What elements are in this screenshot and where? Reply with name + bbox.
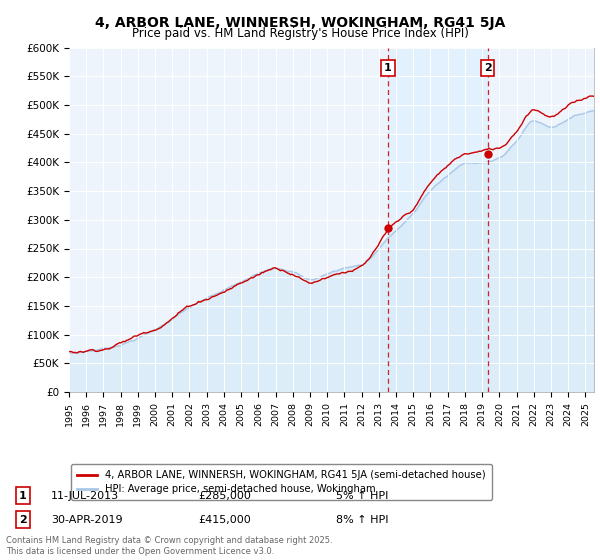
Text: 1: 1: [19, 491, 26, 501]
Bar: [388, 48, 488, 392]
Text: 5% ↑ HPI: 5% ↑ HPI: [336, 491, 388, 501]
Text: £415,000: £415,000: [198, 515, 251, 525]
Text: 11-JUL-2013: 11-JUL-2013: [51, 491, 119, 501]
Text: 2: 2: [484, 63, 491, 73]
Text: 8% ↑ HPI: 8% ↑ HPI: [336, 515, 389, 525]
Text: 1: 1: [384, 63, 392, 73]
Text: 30-APR-2019: 30-APR-2019: [51, 515, 122, 525]
Legend: 4, ARBOR LANE, WINNERSH, WOKINGHAM, RG41 5JA (semi-detached house), HPI: Average: 4, ARBOR LANE, WINNERSH, WOKINGHAM, RG41…: [71, 464, 492, 500]
Text: £285,000: £285,000: [198, 491, 251, 501]
Text: Contains HM Land Registry data © Crown copyright and database right 2025.
This d: Contains HM Land Registry data © Crown c…: [6, 536, 332, 556]
Text: 2: 2: [19, 515, 26, 525]
Text: 4, ARBOR LANE, WINNERSH, WOKINGHAM, RG41 5JA: 4, ARBOR LANE, WINNERSH, WOKINGHAM, RG41…: [95, 16, 505, 30]
Text: Price paid vs. HM Land Registry's House Price Index (HPI): Price paid vs. HM Land Registry's House …: [131, 27, 469, 40]
